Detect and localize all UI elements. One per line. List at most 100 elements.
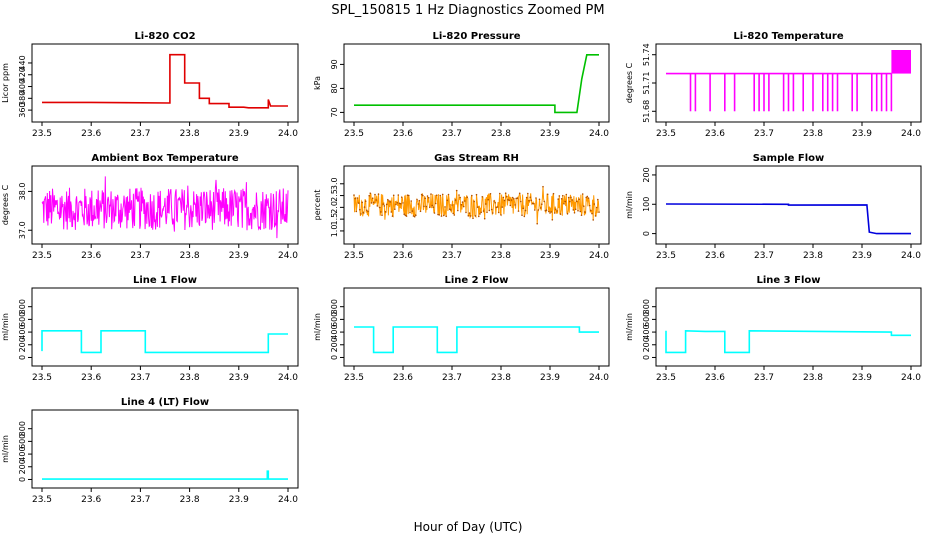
series-line xyxy=(354,53,599,114)
y-axis-label: kPa xyxy=(313,76,322,90)
series-point xyxy=(436,194,438,197)
series-point xyxy=(361,201,364,204)
series-point xyxy=(590,209,592,212)
series-point xyxy=(474,215,477,217)
y-tick-label: 600 xyxy=(18,434,27,449)
series-point xyxy=(488,209,491,212)
series-point xyxy=(541,203,543,205)
series-point xyxy=(384,211,387,213)
x-tick-label: 24.0 xyxy=(278,373,298,383)
series-point xyxy=(460,203,463,206)
y-tick-label: 80 xyxy=(330,83,339,93)
series-point xyxy=(468,212,471,214)
x-tick-label: 23.7 xyxy=(442,251,462,261)
y-tick-label: 3.0 xyxy=(330,177,339,190)
y-tick-label: 2.5 xyxy=(330,189,339,202)
y-tick-label: 600 xyxy=(18,312,27,327)
series-point xyxy=(560,198,563,200)
y-tick-label: 400 xyxy=(330,324,339,339)
series-point xyxy=(373,201,375,204)
series-point xyxy=(493,200,495,202)
series-point xyxy=(438,214,441,216)
series-point xyxy=(380,211,382,213)
series-point xyxy=(396,202,399,204)
series-point xyxy=(434,202,437,205)
series-point xyxy=(509,204,512,207)
series-point xyxy=(511,196,514,199)
series-line xyxy=(42,470,288,480)
series-point xyxy=(371,197,374,200)
x-tick-label: 23.8 xyxy=(491,373,511,383)
series-point xyxy=(492,212,494,214)
series-point xyxy=(450,209,452,211)
series-point xyxy=(508,199,511,202)
x-tick-label: 23.8 xyxy=(803,373,823,383)
series-point xyxy=(585,196,587,199)
series-point xyxy=(588,204,591,207)
panel-1: Li-820 Pressure kPa 23.5 23.6 23.7 23.8 23.9 24… xyxy=(313,31,610,139)
series-point xyxy=(518,192,521,195)
y-tick-label: 400 xyxy=(18,324,27,339)
x-tick-label: 23.7 xyxy=(754,373,774,383)
panel-title: Li-820 CO2 xyxy=(134,31,195,42)
series-point xyxy=(378,206,381,209)
x-tick-label: 23.6 xyxy=(393,373,413,383)
x-tick-label: 23.9 xyxy=(229,251,249,261)
y-tick-label: 38.0 xyxy=(18,183,27,201)
series-point xyxy=(587,197,590,199)
y-tick-label: 51.71 xyxy=(642,72,651,95)
series-point xyxy=(431,204,434,207)
series-point xyxy=(370,202,373,204)
y-tick-label: 200 xyxy=(642,167,651,182)
series-point xyxy=(497,211,500,214)
y-axis-label: ml/min xyxy=(625,191,634,219)
x-tick-label: 23.7 xyxy=(130,373,150,383)
panel-title: Gas Stream RH xyxy=(434,153,519,164)
plot-frame xyxy=(655,287,922,367)
series-point xyxy=(536,222,538,225)
series-point xyxy=(453,214,456,216)
series-point xyxy=(382,203,385,205)
series-point xyxy=(576,200,578,203)
series-point xyxy=(476,206,479,208)
series-point xyxy=(413,215,416,218)
panel-title: Sample Flow xyxy=(753,153,825,164)
y-tick-label: 440 xyxy=(18,55,27,70)
figure-title: SPL_150815 1 Hz Diagnostics Zoomed PM xyxy=(331,3,604,18)
series-point xyxy=(395,203,397,206)
series-point xyxy=(445,215,448,218)
series-point xyxy=(507,198,509,201)
series-point xyxy=(385,203,388,206)
y-tick-label: 70 xyxy=(330,107,339,117)
y-tick-label: 420 xyxy=(18,67,27,82)
series-point xyxy=(564,200,566,203)
series-point xyxy=(465,211,467,214)
series-point xyxy=(452,212,455,215)
series-point xyxy=(514,204,516,206)
y-tick-label: 51.68 xyxy=(642,100,651,123)
x-tick-label: 23.7 xyxy=(754,129,774,139)
series-point xyxy=(538,198,541,201)
x-tick-label: 23.8 xyxy=(803,251,823,261)
panel-title: Line 1 Flow xyxy=(133,275,197,286)
series-point xyxy=(360,213,362,215)
panel-title: Ambient Box Temperature xyxy=(91,153,238,164)
x-tick-label: 23.5 xyxy=(344,251,364,261)
x-tick-label: 24.0 xyxy=(589,373,609,383)
series-point xyxy=(475,193,478,196)
series-point xyxy=(558,195,561,197)
series-point xyxy=(527,192,529,195)
x-tick-label: 23.6 xyxy=(705,251,725,261)
x-tick-label: 23.9 xyxy=(540,129,560,139)
series-point xyxy=(369,192,372,195)
series-point xyxy=(523,215,526,218)
series-point xyxy=(467,215,470,217)
series-point xyxy=(562,194,564,197)
x-tick-label: 23.9 xyxy=(229,495,249,505)
x-tick-label: 23.8 xyxy=(803,129,823,139)
y-axis-label: degrees C xyxy=(625,62,634,103)
series-point xyxy=(591,212,593,215)
x-tick-label: 24.0 xyxy=(589,129,609,139)
y-tick-label: 600 xyxy=(330,312,339,327)
